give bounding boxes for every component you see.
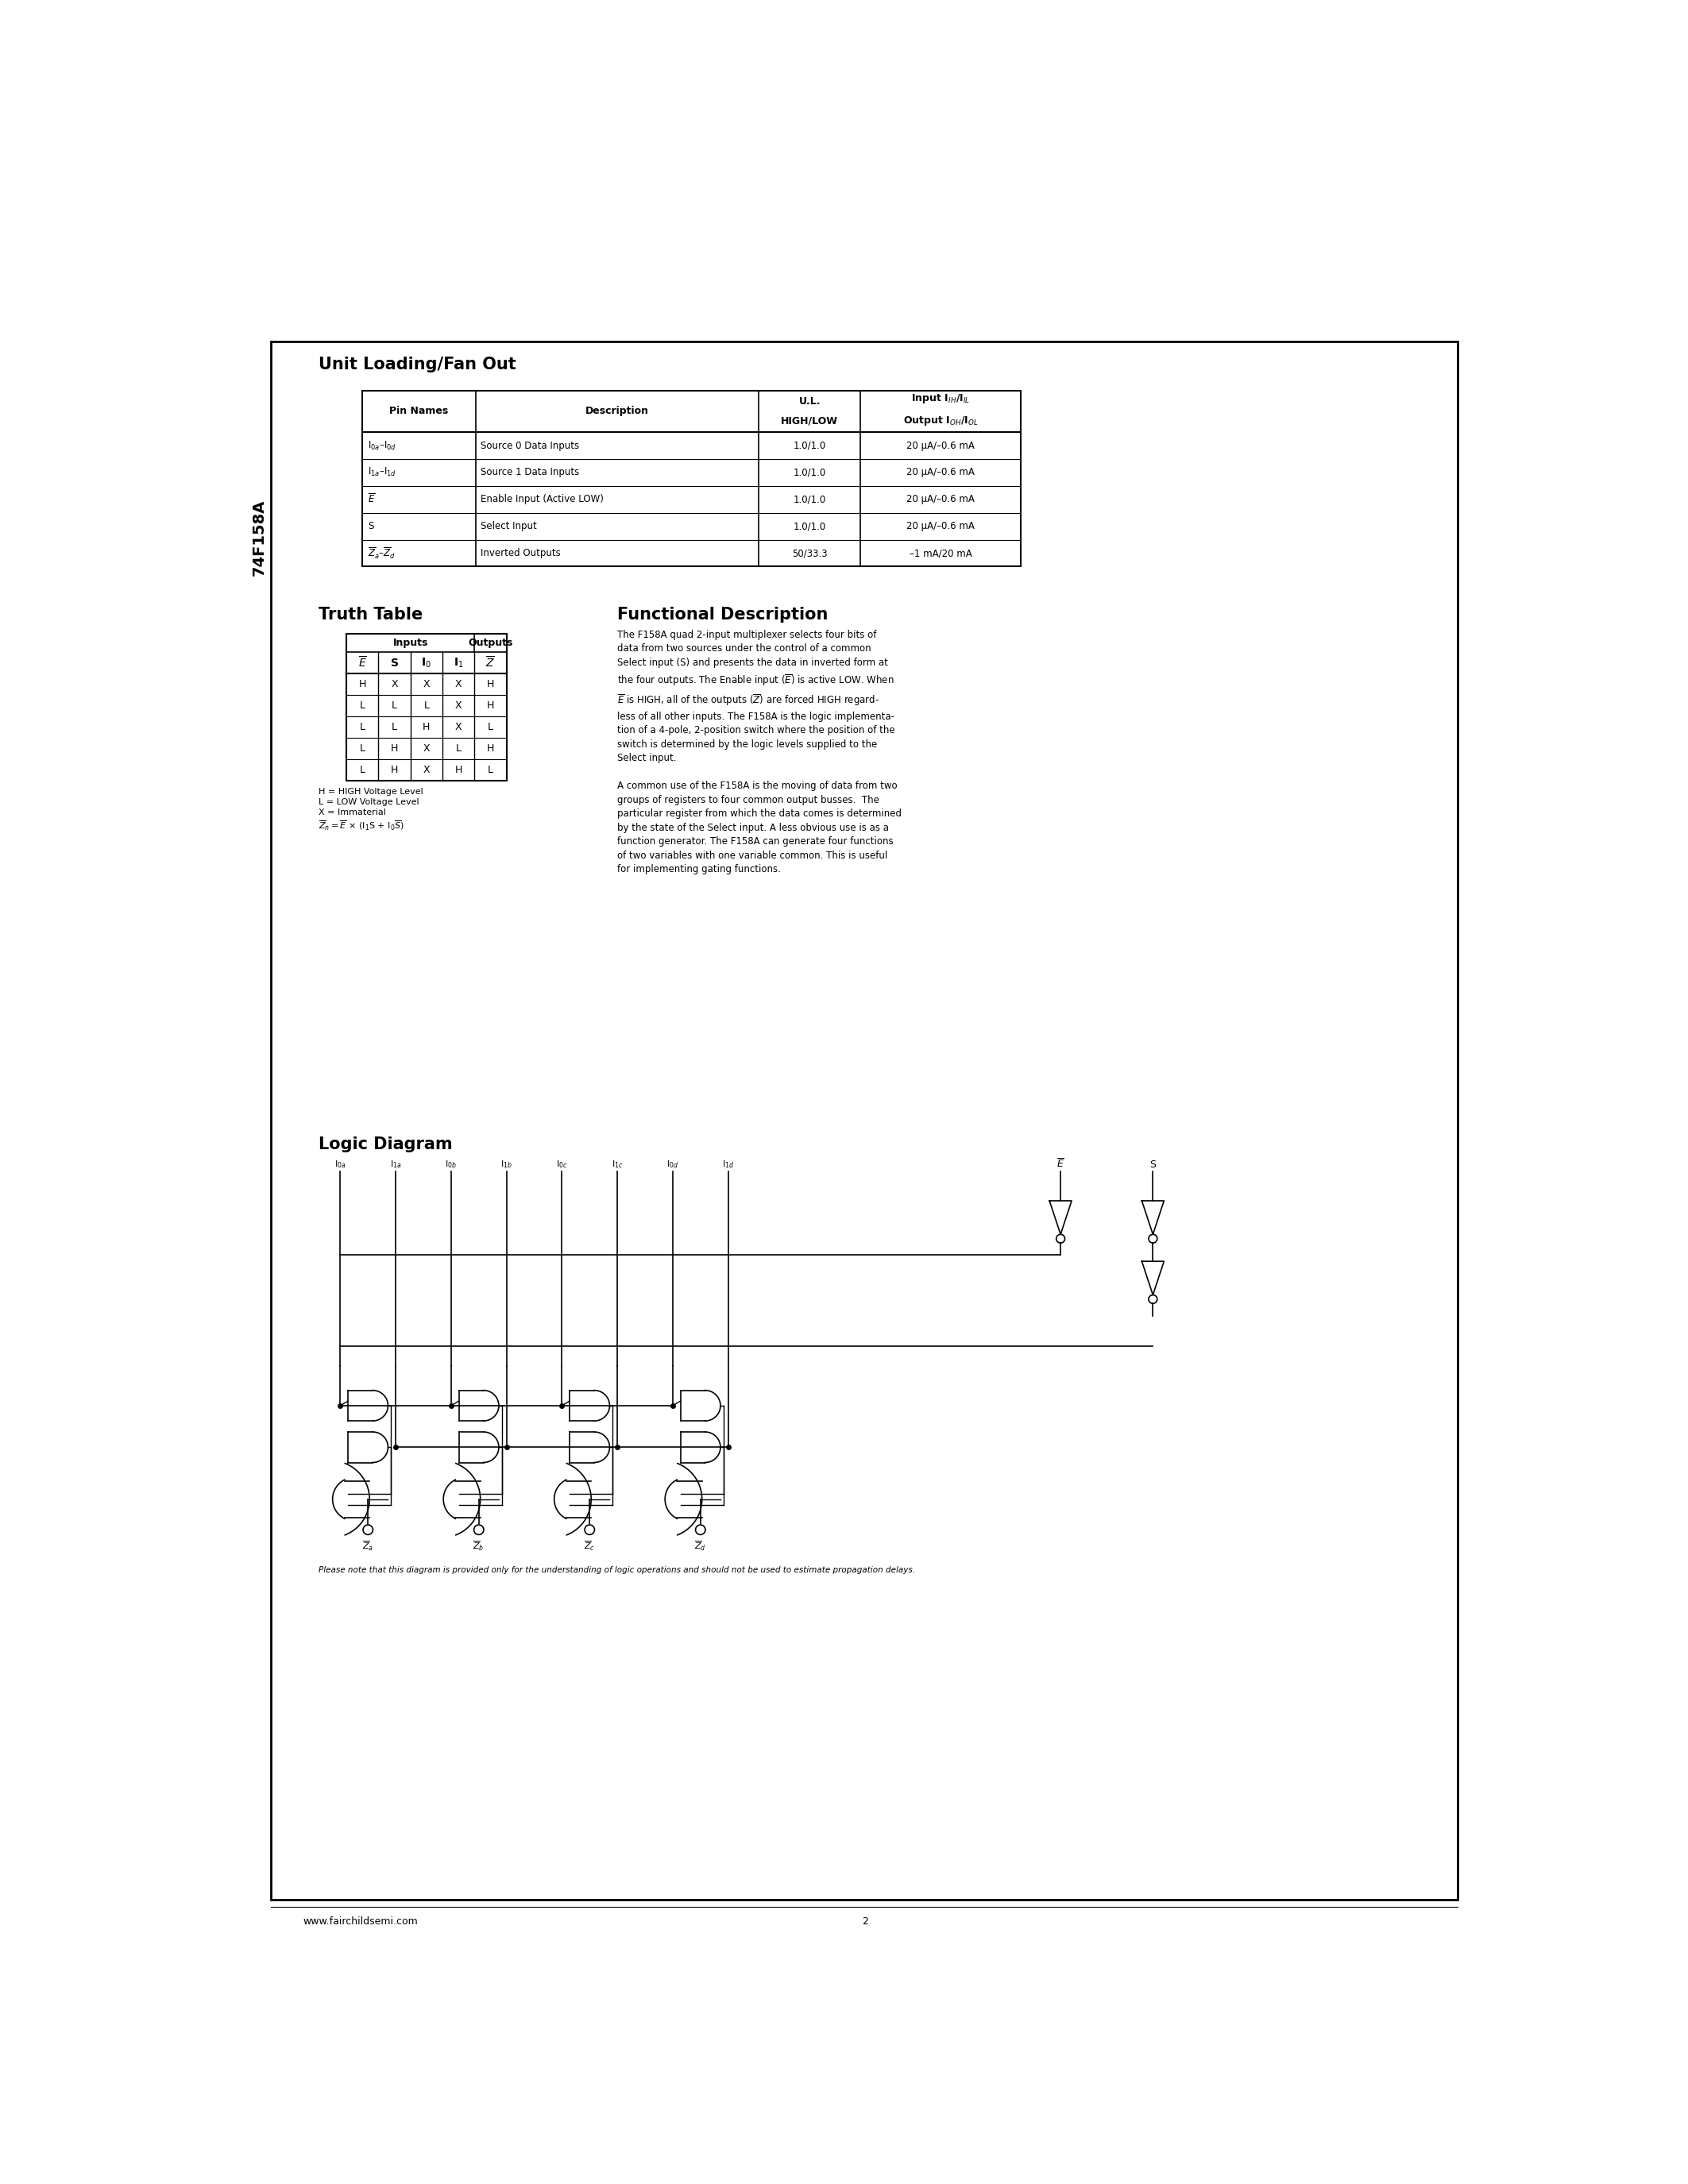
Text: H: H [454, 764, 463, 775]
Text: I$_{0a}$: I$_{0a}$ [334, 1160, 346, 1171]
Text: Unit Loading/Fan Out: Unit Loading/Fan Out [319, 356, 517, 373]
Text: X: X [392, 679, 398, 690]
Text: S: S [368, 522, 373, 531]
Text: 20 μA/–0.6 mA: 20 μA/–0.6 mA [906, 494, 974, 505]
Text: I$_{0b}$: I$_{0b}$ [446, 1160, 457, 1171]
Text: I$_{0d}$: I$_{0d}$ [667, 1160, 679, 1171]
Text: L: L [424, 701, 429, 712]
FancyBboxPatch shape [346, 633, 506, 780]
Circle shape [1148, 1295, 1158, 1304]
Text: X: X [456, 701, 463, 712]
Text: S: S [390, 657, 398, 668]
Circle shape [1057, 1234, 1065, 1243]
Text: Source 0 Data Inputs: Source 0 Data Inputs [481, 441, 579, 450]
Text: 50/33.3: 50/33.3 [792, 548, 827, 559]
Text: HIGH/LOW: HIGH/LOW [782, 415, 839, 426]
FancyBboxPatch shape [270, 341, 1458, 1900]
Text: $\overline{Z}_a$: $\overline{Z}_a$ [363, 1540, 373, 1553]
Text: H: H [486, 701, 495, 712]
Text: 1.0/1.0: 1.0/1.0 [793, 441, 825, 450]
Text: I$_{0c}$: I$_{0c}$ [555, 1160, 567, 1171]
Text: Inverted Outputs: Inverted Outputs [481, 548, 560, 559]
Text: X: X [456, 679, 463, 690]
Text: $\overline{Z}$: $\overline{Z}$ [486, 655, 495, 670]
Text: H: H [422, 723, 430, 732]
Circle shape [584, 1524, 594, 1535]
Text: 20 μA/–0.6 mA: 20 μA/–0.6 mA [906, 441, 974, 450]
Text: 1.0/1.0: 1.0/1.0 [793, 494, 825, 505]
Text: $\overline{Z}_c$: $\overline{Z}_c$ [584, 1540, 596, 1553]
Text: $\overline{E}$: $\overline{E}$ [368, 494, 375, 505]
Text: $\overline{Z}_d$: $\overline{Z}_d$ [694, 1540, 706, 1553]
Text: H: H [360, 679, 366, 690]
Circle shape [1148, 1234, 1158, 1243]
Text: S: S [1150, 1160, 1156, 1171]
Circle shape [363, 1524, 373, 1535]
Text: I$_{1d}$: I$_{1d}$ [722, 1160, 734, 1171]
Text: Logic Diagram: Logic Diagram [319, 1136, 452, 1153]
Text: $\overline{Z}_n = \overline{E}$ × (I$_1$S + I$_0\overline{S}$): $\overline{Z}_n = \overline{E}$ × (I$_1$… [319, 819, 405, 832]
Text: $\overline{Z}_b$: $\overline{Z}_b$ [473, 1540, 484, 1553]
Text: I$_{1a}$–I$_{1d}$: I$_{1a}$–I$_{1d}$ [368, 467, 397, 478]
Text: I$_{1b}$: I$_{1b}$ [501, 1160, 513, 1171]
Text: L: L [360, 701, 365, 712]
Text: 2: 2 [863, 1915, 868, 1926]
Text: L = LOW Voltage Level: L = LOW Voltage Level [319, 799, 419, 806]
Text: L: L [488, 764, 493, 775]
Text: L: L [360, 723, 365, 732]
Text: 74F158A: 74F158A [252, 498, 267, 577]
Text: I$_{1a}$: I$_{1a}$ [390, 1160, 402, 1171]
Text: X = Immaterial: X = Immaterial [319, 808, 387, 817]
Text: Outputs: Outputs [468, 638, 513, 649]
Text: H: H [390, 743, 398, 753]
Text: H: H [486, 743, 495, 753]
Text: Pin Names: Pin Names [390, 406, 449, 417]
Text: L: L [392, 701, 397, 712]
Text: L: L [360, 743, 365, 753]
Text: I$_{0a}$–I$_{0d}$: I$_{0a}$–I$_{0d}$ [368, 439, 397, 452]
Text: $\overline{E}$: $\overline{E}$ [1057, 1158, 1065, 1171]
Text: Functional Description: Functional Description [618, 607, 829, 622]
Text: Select Input: Select Input [481, 522, 537, 531]
Text: www.fairchildsemi.com: www.fairchildsemi.com [304, 1915, 419, 1926]
Text: 20 μA/–0.6 mA: 20 μA/–0.6 mA [906, 467, 974, 478]
Polygon shape [1141, 1262, 1165, 1295]
Text: Input I$_{IH}$/I$_{IL}$: Input I$_{IH}$/I$_{IL}$ [912, 393, 971, 406]
Text: –1 mA/20 mA: –1 mA/20 mA [910, 548, 972, 559]
Text: L: L [456, 743, 461, 753]
Text: Description: Description [586, 406, 650, 417]
Circle shape [695, 1524, 706, 1535]
Text: Inputs: Inputs [393, 638, 429, 649]
Text: 1.0/1.0: 1.0/1.0 [793, 522, 825, 531]
Circle shape [474, 1524, 484, 1535]
Text: L: L [392, 723, 397, 732]
Text: U.L.: U.L. [798, 395, 820, 406]
Text: L: L [488, 723, 493, 732]
Polygon shape [1141, 1201, 1165, 1234]
Text: X: X [424, 679, 430, 690]
Text: Enable Input (Active LOW): Enable Input (Active LOW) [481, 494, 604, 505]
Text: $\overline{E}$: $\overline{E}$ [358, 655, 366, 670]
Text: 1.0/1.0: 1.0/1.0 [793, 467, 825, 478]
Text: H = HIGH Voltage Level: H = HIGH Voltage Level [319, 788, 424, 795]
Text: I$_1$: I$_1$ [454, 657, 464, 670]
FancyBboxPatch shape [361, 391, 1021, 566]
Text: X: X [424, 764, 430, 775]
Text: Truth Table: Truth Table [319, 607, 424, 622]
Text: I$_{1c}$: I$_{1c}$ [611, 1160, 623, 1171]
Text: 20 μA/–0.6 mA: 20 μA/–0.6 mA [906, 522, 974, 531]
Text: X: X [424, 743, 430, 753]
Text: The F158A quad 2-input multiplexer selects four bits of
data from two sources un: The F158A quad 2-input multiplexer selec… [618, 629, 901, 874]
Text: Please note that this diagram is provided only for the understanding of logic op: Please note that this diagram is provide… [319, 1566, 915, 1575]
Text: X: X [456, 723, 463, 732]
Text: I$_0$: I$_0$ [422, 657, 432, 670]
Text: H: H [486, 679, 495, 690]
Text: Source 1 Data Inputs: Source 1 Data Inputs [481, 467, 579, 478]
Text: H: H [390, 764, 398, 775]
Text: Output I$_{OH}$/I$_{OL}$: Output I$_{OH}$/I$_{OL}$ [903, 415, 977, 428]
Text: $\overline{Z}_a$–$\overline{Z}_d$: $\overline{Z}_a$–$\overline{Z}_d$ [368, 546, 397, 561]
Polygon shape [1050, 1201, 1072, 1234]
Text: L: L [360, 764, 365, 775]
